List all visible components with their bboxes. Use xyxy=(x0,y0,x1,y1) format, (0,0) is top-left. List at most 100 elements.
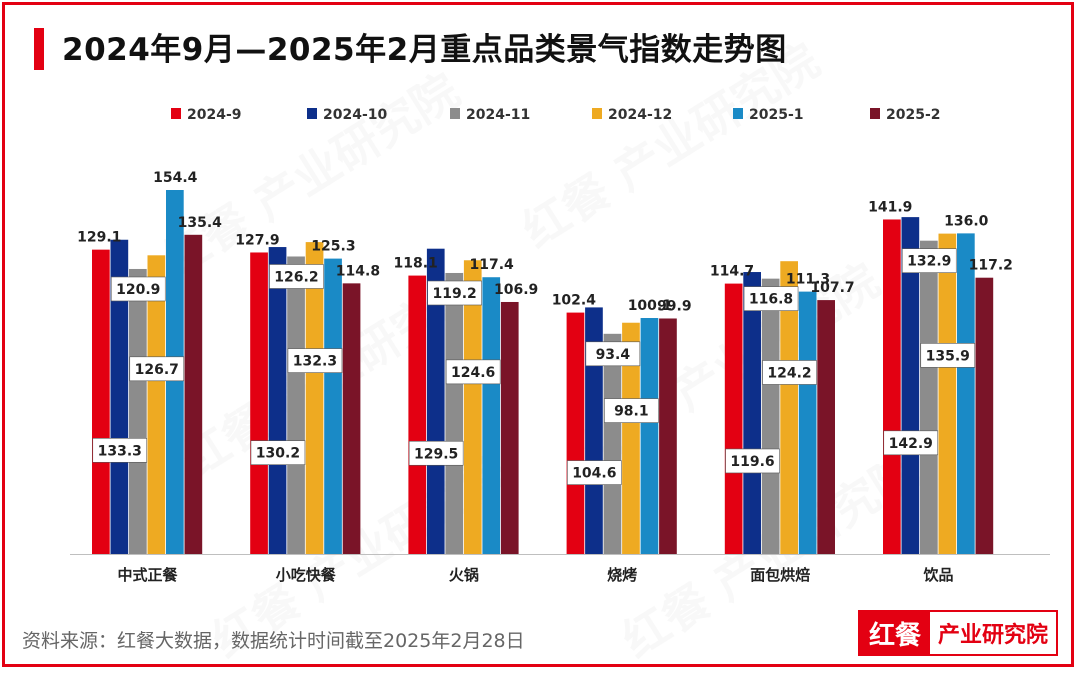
data-label: 133.3 xyxy=(98,443,142,459)
bar xyxy=(724,283,743,554)
bar xyxy=(445,272,464,554)
data-label: 124.2 xyxy=(767,365,811,381)
data-label-box xyxy=(762,360,817,385)
data-label: 124.6 xyxy=(451,365,495,381)
legend-swatch xyxy=(733,108,743,119)
bar xyxy=(901,217,920,555)
x-tick-label: 火锅 xyxy=(449,566,479,584)
bar xyxy=(603,333,622,554)
data-label-box xyxy=(743,286,799,311)
bar xyxy=(920,240,938,554)
data-label-box xyxy=(427,280,482,306)
data-label-box xyxy=(585,341,641,367)
bar xyxy=(798,291,817,554)
data-label-box xyxy=(901,248,957,273)
data-label: 119.6 xyxy=(730,454,774,470)
bar xyxy=(761,278,780,554)
bar xyxy=(659,318,677,554)
bar xyxy=(250,252,268,554)
x-tick-label: 小吃快餐 xyxy=(276,566,337,584)
data-label: 126.7 xyxy=(135,362,179,378)
data-label-box xyxy=(110,276,166,302)
bar-chart: 2024-9 2024-10 2024-11 2024-12 2025-1 2025-2 中… xyxy=(70,107,1050,584)
legend-swatch xyxy=(171,108,181,119)
bar xyxy=(342,283,361,554)
bar xyxy=(585,307,603,554)
bar xyxy=(463,260,482,554)
data-label: 106.9 xyxy=(494,282,538,298)
bar xyxy=(957,233,975,554)
bar xyxy=(92,249,110,554)
bar xyxy=(110,239,129,554)
bar xyxy=(147,255,166,555)
logo-text: 产业研究院 xyxy=(930,612,1057,654)
brand-logo: 红餐 产业研究院 xyxy=(858,610,1059,656)
data-label: 116.8 xyxy=(749,292,793,308)
legend-swatch xyxy=(870,108,880,119)
legend-swatch xyxy=(592,108,602,119)
bar xyxy=(640,318,659,554)
data-label: 130.2 xyxy=(256,446,300,462)
data-label: 114.8 xyxy=(336,263,380,279)
chart-title: 2024年9月—2025年2月重点品类景气指数走势图 xyxy=(62,32,787,68)
legend-swatch xyxy=(307,108,317,119)
bar xyxy=(129,268,147,554)
source-note: 资料来源：红餐大数据，数据统计时间截至2025年2月28日 xyxy=(22,630,525,652)
data-label: 142.9 xyxy=(889,436,933,452)
data-label-box xyxy=(725,448,780,474)
bar xyxy=(268,247,287,554)
data-label: 135.4 xyxy=(178,215,223,231)
data-label: 127.9 xyxy=(235,232,279,248)
bar xyxy=(622,322,640,554)
data-label-box xyxy=(408,440,464,466)
data-label: 120.9 xyxy=(116,282,160,298)
legend-label: 2024-9 xyxy=(187,107,242,123)
data-label: 136.0 xyxy=(944,213,989,229)
bar xyxy=(500,301,519,554)
data-label: 119.2 xyxy=(433,286,477,302)
data-label: 99.9 xyxy=(657,298,692,314)
bar xyxy=(482,277,501,554)
title-accent-bar xyxy=(34,28,44,70)
bar xyxy=(324,258,342,554)
legend-label: 2025-2 xyxy=(886,107,941,123)
data-label: 114.7 xyxy=(710,264,754,280)
legend-label: 2024-12 xyxy=(608,107,672,123)
data-label-box xyxy=(920,343,976,368)
data-label: 117.2 xyxy=(969,258,1013,274)
bar xyxy=(184,234,203,555)
bar xyxy=(426,248,445,554)
data-label: 100.1 xyxy=(628,298,672,314)
bar xyxy=(287,256,305,554)
bar xyxy=(938,233,957,554)
data-label: 132.3 xyxy=(293,354,337,370)
data-label: 107.7 xyxy=(810,280,854,296)
data-label: 98.1 xyxy=(614,404,649,420)
bar xyxy=(305,242,324,554)
bar xyxy=(780,261,798,554)
data-label-box xyxy=(269,264,324,289)
data-label: 93.4 xyxy=(596,347,631,363)
data-label: 125.3 xyxy=(311,239,355,255)
data-label-box xyxy=(567,460,622,485)
logo-mark: 红餐 xyxy=(860,612,930,654)
legend-label: 2025-1 xyxy=(749,107,804,123)
legend-label: 2024-11 xyxy=(466,107,530,123)
data-label-box xyxy=(287,348,343,373)
bar xyxy=(566,312,585,554)
data-label-box xyxy=(129,356,185,382)
data-label-box xyxy=(92,437,148,463)
bar xyxy=(408,275,427,554)
data-label: 135.9 xyxy=(926,348,970,364)
data-label: 129.1 xyxy=(77,230,121,246)
data-label-box xyxy=(883,430,939,456)
x-tick-label: 中式正餐 xyxy=(117,566,178,584)
data-label: 141.9 xyxy=(868,199,912,215)
legend-label: 2024-10 xyxy=(323,107,388,123)
legend-swatch xyxy=(450,108,460,119)
x-tick-label: 烧烤 xyxy=(607,566,637,584)
bar xyxy=(743,272,761,554)
x-tick-label: 饮品 xyxy=(922,566,953,584)
data-label: 117.4 xyxy=(470,257,515,273)
bar xyxy=(975,277,994,554)
